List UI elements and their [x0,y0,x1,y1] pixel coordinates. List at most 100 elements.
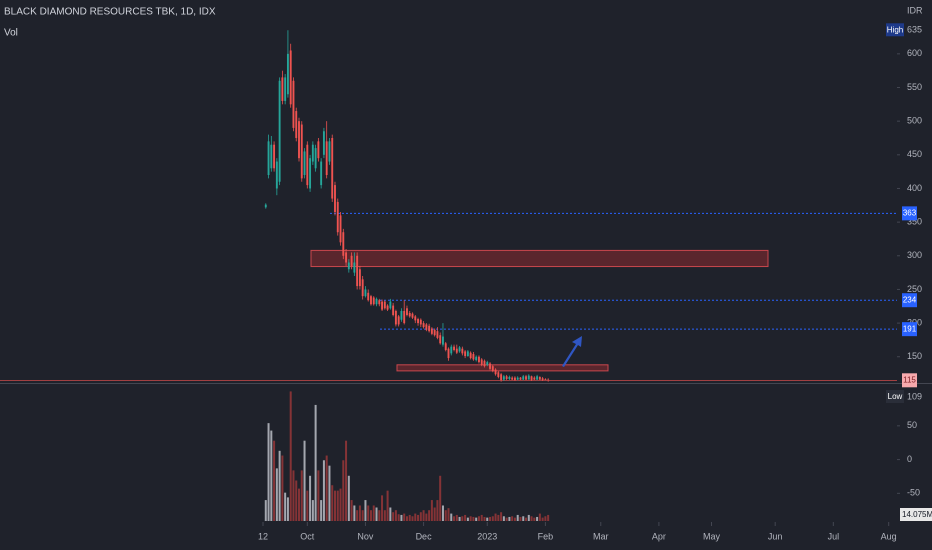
candle-body [264,204,267,208]
volume-bar [441,505,444,521]
volume-bar [289,391,292,521]
candle-body [286,53,289,95]
candle-body [466,351,469,357]
candle-body [541,378,544,381]
volume-bar [414,513,417,521]
zones [310,249,769,372]
volume-bar [536,516,539,521]
y-tick-label: 250 [907,284,922,294]
candle-body [292,80,295,128]
candle-body [400,310,403,320]
volume-bar [353,505,356,521]
candle-body [270,144,273,169]
high-value: 635 [907,25,922,35]
volume-bar [383,510,386,521]
x-tick-label: Nov [357,531,374,541]
candle-body [273,144,276,169]
candle-body [303,151,306,176]
zone [310,249,769,268]
candle-body [298,121,300,159]
volume-bar [298,488,300,521]
candle-body [408,312,411,317]
candle-body [525,376,527,380]
volume-bar [516,514,519,521]
volume-bar [502,516,505,521]
candle-body [403,310,406,324]
candle-body [491,366,494,371]
volume-bar [508,516,511,521]
candle-body [328,141,331,162]
volume-bar [394,510,397,521]
candle-body [334,185,336,213]
candle-body [444,343,447,351]
volume-bar [483,516,486,521]
volume-legend: Vol [4,28,18,39]
candle-body [386,305,389,310]
candle-body [478,356,480,363]
volume-bar [513,517,516,521]
candle-body [519,377,522,380]
y-tick-label: 500 [907,116,922,126]
candle-body [497,372,500,377]
last-price-label: 115 [903,375,916,384]
candle-body [389,301,392,309]
candle-body [453,346,455,351]
candle-body [472,354,475,360]
volume-bar [411,516,414,521]
volume-bar [292,470,295,521]
candle-body [533,377,536,380]
volume-bar [469,516,472,521]
chart-title: BLACK DIAMOND RESOURCES TBK, 1D, IDX [4,7,216,18]
volume-bar [439,475,442,521]
x-tick-label: Oct [300,531,315,541]
volume-bar [538,513,541,521]
candle-body [353,262,356,273]
volume-bar [403,513,406,521]
volume-bar [386,490,389,521]
volume-bar [311,500,314,521]
candle-body [364,289,367,297]
volume-bar [447,508,450,521]
candle-body [370,296,372,305]
candle-body [494,369,497,375]
candle-body [325,141,328,176]
candle-body [483,360,486,367]
volume-bar [500,512,503,521]
volume-bar [369,510,372,521]
volume-bar [331,485,334,521]
candle-body [347,262,350,270]
volume-bar [486,517,489,521]
volume-bar [309,475,312,521]
candle-body [320,161,323,186]
candle-body [419,319,422,325]
candle-body [295,111,298,138]
candle-body [516,377,519,380]
last-price-box [902,373,917,388]
volume-bar [519,516,522,521]
candle-body [394,310,397,325]
candle-body [411,313,414,318]
volume-bar [284,492,287,521]
volume-bar [356,510,359,521]
volume-bar [458,516,461,521]
volume-bar [497,514,500,521]
candle-body [522,376,525,380]
volume-bar [544,516,547,521]
candle-body [436,331,439,338]
volume-bar [358,505,361,521]
volume-bar [480,514,483,521]
candle-body [372,297,375,305]
candle-body [417,319,419,324]
price-label-box [902,206,917,221]
candle-body [314,148,317,169]
volume-bar [295,480,298,521]
volume-bar [275,468,278,521]
volume-bar [525,517,528,521]
x-tick-label: Feb [538,531,554,541]
candle-body [267,141,270,176]
volume-bar [527,514,530,521]
price-lines [0,212,897,381]
volume-bar [347,475,350,521]
volume-last-label: 14.075M [902,510,932,519]
